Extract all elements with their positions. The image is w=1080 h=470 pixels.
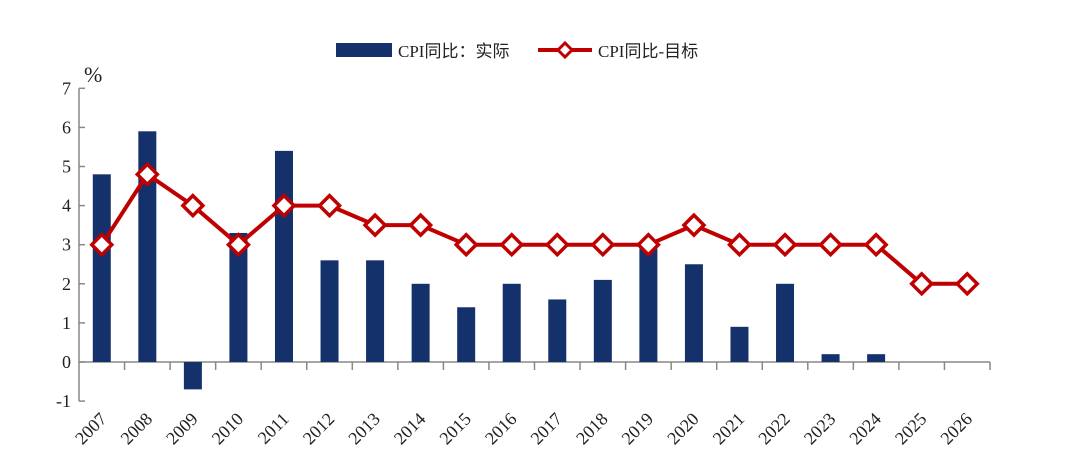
y-tick-label: 6	[62, 117, 71, 137]
target-marker-2016	[499, 232, 525, 258]
x-tick-label: 2017	[527, 409, 567, 449]
y-tick-label: 0	[62, 352, 71, 372]
legend: CPI同比：实际 CPI同比-目标	[336, 40, 698, 61]
x-tick-label: 2021	[709, 409, 749, 449]
bar-2012	[320, 260, 339, 362]
target-marker-2010	[225, 232, 251, 258]
x-tick-label: 2014	[390, 409, 430, 449]
target-marker-2023	[818, 232, 844, 258]
target-marker-2018	[590, 232, 616, 258]
x-tick-label: 2013	[344, 409, 384, 449]
target-marker-2014	[408, 212, 434, 238]
x-tick-label: 2007	[71, 409, 111, 449]
x-tick-label: 2023	[800, 409, 840, 449]
target-marker-2012	[317, 193, 342, 219]
x-tick-label: 2022	[754, 409, 794, 449]
x-tick-label: 2019	[618, 409, 658, 449]
bar-2011	[274, 150, 293, 362]
y-tick-label: -1	[56, 391, 71, 411]
bar-2020	[684, 264, 703, 362]
bar-2013	[366, 260, 385, 362]
y-tick-label: 7	[62, 78, 71, 98]
target-marker-2008	[134, 161, 160, 187]
target-marker-2021	[727, 232, 752, 258]
target-marker-2007	[89, 232, 115, 258]
bar-2015	[457, 307, 476, 362]
target-marker-2024	[863, 232, 889, 258]
x-tick-label: 2020	[663, 409, 703, 449]
bar-2024	[867, 354, 886, 362]
legend-label-actual: CPI同比：实际	[398, 42, 509, 61]
target-marker-2011	[271, 193, 297, 219]
bar-2019	[639, 248, 658, 362]
target-marker-2019	[635, 232, 661, 258]
x-tick-label: 2018	[572, 409, 612, 449]
target-marker-2013	[362, 212, 388, 238]
y-axis-unit: %	[84, 62, 102, 87]
target-marker-2026	[954, 271, 980, 297]
x-tick-label: 2016	[481, 409, 521, 449]
x-tick-label: 2010	[208, 409, 248, 449]
target-marker-2020	[681, 212, 707, 238]
bar-2009	[183, 362, 202, 390]
target-marker-2015	[453, 232, 479, 258]
x-tick-label: 2008	[117, 409, 157, 449]
bar-2023	[821, 354, 840, 362]
y-tick-label: 4	[62, 196, 71, 216]
target-marker-2017	[544, 232, 570, 258]
target-marker-2025	[909, 271, 935, 297]
legend-marker-target	[555, 40, 575, 60]
x-tick-label: 2009	[162, 409, 202, 449]
legend-label-target: CPI同比-目标	[598, 42, 698, 61]
bar-2008	[138, 131, 157, 362]
x-tick-label: 2011	[254, 409, 293, 448]
target-marker-2022	[772, 232, 798, 258]
bar-2010	[229, 232, 248, 362]
x-tick-label: 2015	[435, 409, 475, 449]
bar-2014	[411, 283, 430, 362]
legend-swatch-actual	[336, 43, 392, 57]
y-tick-label: 1	[62, 313, 71, 333]
bar-2017	[548, 299, 567, 362]
bar-2021	[730, 326, 749, 362]
bar-2007	[92, 174, 111, 362]
target-marker-2009	[180, 193, 206, 219]
bar-2022	[776, 283, 795, 362]
y-tick-label: 5	[62, 157, 71, 177]
x-tick-label: 2025	[891, 409, 931, 449]
bar-2016	[502, 283, 521, 362]
y-tick-label: 2	[62, 274, 71, 294]
x-tick-label: 2012	[299, 409, 339, 449]
bar-2018	[593, 279, 612, 362]
x-tick-label: 2026	[936, 409, 976, 449]
x-tick-label: 2024	[845, 409, 885, 449]
y-tick-label: 3	[62, 235, 71, 255]
